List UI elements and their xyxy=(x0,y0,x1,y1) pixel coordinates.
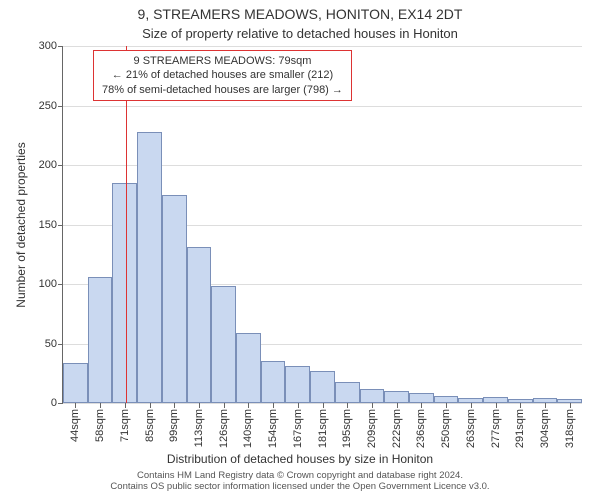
ytick-label: 250 xyxy=(39,100,57,112)
xtick-mark xyxy=(248,403,249,408)
xtick-label: 318sqm xyxy=(564,409,576,448)
ytick-label: 50 xyxy=(45,338,57,350)
histogram-bar xyxy=(335,382,360,403)
ytick-label: 200 xyxy=(39,159,57,171)
xtick-mark xyxy=(75,403,76,408)
xtick-mark xyxy=(471,403,472,408)
annotation-box: 9 STREAMERS MEADOWS: 79sqm← 21% of detac… xyxy=(93,50,352,101)
xtick-label: 236sqm xyxy=(415,409,427,448)
xtick-label: 99sqm xyxy=(168,409,180,442)
xtick-label: 140sqm xyxy=(242,409,254,448)
xtick-mark xyxy=(199,403,200,408)
ytick-label: 300 xyxy=(39,40,57,52)
xtick-mark xyxy=(372,403,373,408)
xtick-label: 126sqm xyxy=(218,409,230,448)
gridline xyxy=(63,106,582,107)
xtick-label: 44sqm xyxy=(69,409,81,442)
footer-line-2: Contains OS public sector information li… xyxy=(0,481,600,492)
xtick-mark xyxy=(298,403,299,408)
y-axis-label-wrap: Number of detached properties xyxy=(14,46,28,404)
xtick-label: 154sqm xyxy=(267,409,279,448)
histogram-bar xyxy=(360,389,385,403)
xtick-label: 209sqm xyxy=(366,409,378,448)
xtick-label: 181sqm xyxy=(317,409,329,448)
xtick-mark xyxy=(174,403,175,408)
ytick-label: 0 xyxy=(51,397,57,409)
histogram-bar xyxy=(384,391,409,403)
chart-footer: Contains HM Land Registry data © Crown c… xyxy=(0,470,600,493)
xtick-label: 58sqm xyxy=(94,409,106,442)
footer-line-1: Contains HM Land Registry data © Crown c… xyxy=(0,470,600,481)
histogram-bar xyxy=(63,363,88,403)
histogram-bar xyxy=(162,195,187,403)
chart-title-sub: Size of property relative to detached ho… xyxy=(0,26,600,41)
xtick-mark xyxy=(421,403,422,408)
histogram-bar xyxy=(187,247,212,403)
histogram-bar xyxy=(236,333,261,403)
ytick-mark xyxy=(58,46,63,47)
xtick-label: 85sqm xyxy=(144,409,156,442)
histogram-bar xyxy=(409,393,434,403)
xtick-mark xyxy=(496,403,497,408)
xtick-label: 291sqm xyxy=(514,409,526,448)
xtick-mark xyxy=(150,403,151,408)
xtick-label: 263sqm xyxy=(465,409,477,448)
xtick-mark xyxy=(273,403,274,408)
xtick-mark xyxy=(570,403,571,408)
xtick-label: 71sqm xyxy=(119,409,131,442)
histogram-bar xyxy=(88,277,113,403)
gridline xyxy=(63,46,582,47)
xtick-mark xyxy=(100,403,101,408)
annotation-line: 78% of semi-detached houses are larger (… xyxy=(102,83,343,97)
plot-area: 05010015020025030044sqm58sqm71sqm85sqm99… xyxy=(62,46,582,404)
xtick-label: 304sqm xyxy=(539,409,551,448)
histogram-bar xyxy=(137,132,162,403)
xtick-mark xyxy=(397,403,398,408)
xtick-mark xyxy=(545,403,546,408)
xtick-label: 277sqm xyxy=(490,409,502,448)
ytick-mark xyxy=(58,165,63,166)
histogram-bar xyxy=(211,286,236,403)
xtick-mark xyxy=(323,403,324,408)
chart-container: 9, STREAMERS MEADOWS, HONITON, EX14 2DT … xyxy=(0,0,600,500)
ytick-mark xyxy=(58,225,63,226)
ytick-mark xyxy=(58,106,63,107)
ytick-label: 150 xyxy=(39,219,57,231)
xtick-mark xyxy=(224,403,225,408)
xtick-label: 195sqm xyxy=(341,409,353,448)
ytick-label: 100 xyxy=(39,278,57,290)
x-axis-label: Distribution of detached houses by size … xyxy=(0,452,600,466)
xtick-mark xyxy=(347,403,348,408)
annotation-line: 9 STREAMERS MEADOWS: 79sqm xyxy=(102,54,343,68)
histogram-bar xyxy=(310,371,335,403)
ytick-mark xyxy=(58,284,63,285)
histogram-bar xyxy=(261,361,286,403)
histogram-bar xyxy=(112,183,137,403)
xtick-mark xyxy=(446,403,447,408)
xtick-label: 250sqm xyxy=(440,409,452,448)
xtick-label: 222sqm xyxy=(391,409,403,448)
xtick-mark xyxy=(125,403,126,408)
ytick-mark xyxy=(58,403,63,404)
xtick-label: 167sqm xyxy=(292,409,304,448)
y-axis-label: Number of detached properties xyxy=(14,142,28,307)
chart-title-main: 9, STREAMERS MEADOWS, HONITON, EX14 2DT xyxy=(0,6,600,22)
histogram-bar xyxy=(434,396,459,403)
xtick-label: 113sqm xyxy=(193,409,205,447)
xtick-mark xyxy=(520,403,521,408)
histogram-bar xyxy=(285,366,310,403)
annotation-line: ← 21% of detached houses are smaller (21… xyxy=(102,68,343,82)
ytick-mark xyxy=(58,344,63,345)
